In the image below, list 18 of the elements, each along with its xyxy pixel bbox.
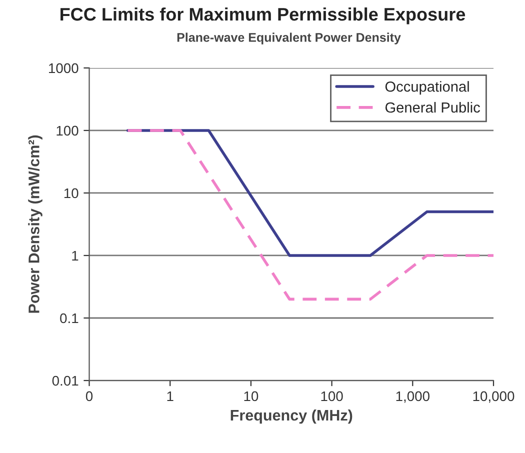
y-tick-label: 1000 <box>49 63 78 74</box>
x-tick-label: 1 <box>167 391 174 401</box>
x-tick-label: 10 <box>244 391 258 402</box>
y-tick-label: 10 <box>64 188 78 198</box>
chart-title: FCC Limits for Maximum Permissible Exposure <box>60 7 466 24</box>
y-tick-label: 100 <box>56 126 78 136</box>
y-tick-label: 0.01 <box>52 376 78 386</box>
x-axis-title: Frequency (MHz) <box>230 409 352 424</box>
y-axis-title: Power Density (mW/cm²) <box>28 135 42 313</box>
x-tick-label: 10,000 <box>473 391 514 403</box>
legend-label: General Public <box>385 102 480 113</box>
x-tick-label: 100 <box>321 391 343 402</box>
y-tick-label: 0.1 <box>60 313 78 324</box>
y-tick-label: 1 <box>72 250 78 261</box>
x-tick-label: 1,000 <box>396 391 430 403</box>
chart-subtitle: Plane-wave Equivalent Power Density <box>177 32 401 44</box>
legend-label: Occupational <box>385 81 469 95</box>
x-tick-label: 0 <box>86 391 93 402</box>
